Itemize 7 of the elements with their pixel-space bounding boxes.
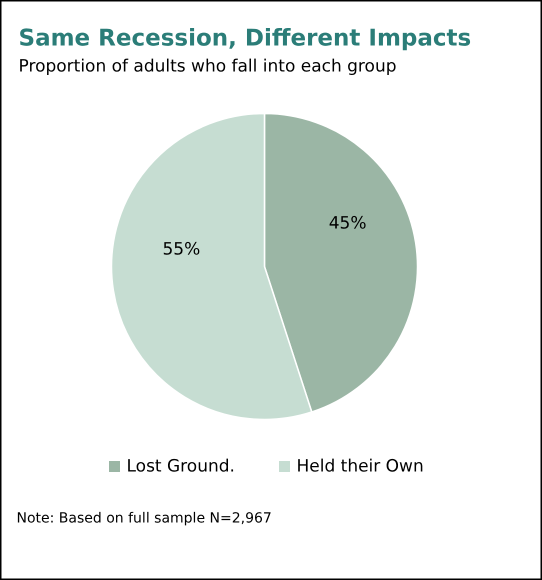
legend-label: Held their Own: [296, 456, 424, 476]
chart-title: Same Recession, Different Impacts: [18, 26, 472, 52]
chart-subtitle: Proportion of adults who fall into each group: [18, 56, 397, 76]
legend-label: Lost Ground.: [126, 456, 235, 476]
data-label: 55%: [162, 240, 200, 260]
text: Note: Based on full sample N=2,967: [16, 510, 272, 526]
data-label: 45%: [328, 213, 367, 234]
